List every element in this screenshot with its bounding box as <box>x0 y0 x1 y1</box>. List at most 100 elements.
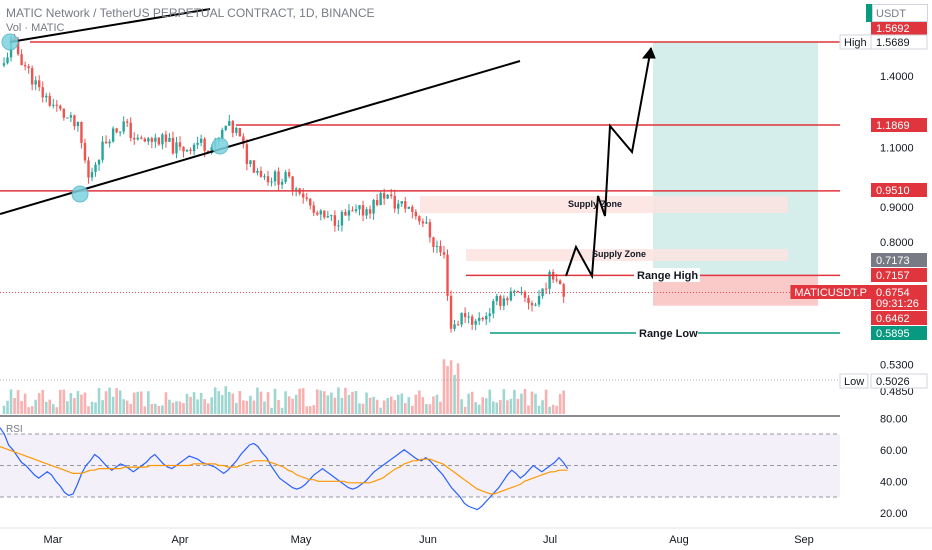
candle-body <box>27 66 30 69</box>
candle-body <box>41 87 44 98</box>
volume-bar <box>484 398 488 414</box>
volume-bar <box>375 399 379 414</box>
candle-body <box>161 134 164 145</box>
rsi-tick-label: 60.00 <box>880 445 908 457</box>
candle-body <box>97 159 101 165</box>
candle-body <box>337 225 340 227</box>
volume-bar <box>460 399 463 414</box>
supply-zone-label: Supply Zone <box>592 249 646 259</box>
volume-bar <box>333 397 337 414</box>
candle-body <box>73 115 76 127</box>
candle-body <box>442 252 446 255</box>
volume-bar <box>83 392 87 414</box>
volume-bar <box>249 395 252 414</box>
volume-bar <box>351 391 354 414</box>
candle-body <box>516 291 520 293</box>
volume-bar <box>323 391 326 414</box>
candle-body <box>435 245 439 247</box>
candle-body <box>492 301 495 314</box>
candle-body <box>45 95 48 98</box>
candle-body <box>245 144 249 165</box>
volume-bar <box>277 399 280 414</box>
currency-marker <box>866 4 872 22</box>
rsi-tick-label: 80.00 <box>880 413 908 425</box>
price-tag-label: MATICUSDT.P <box>794 287 867 299</box>
price-tag-bg <box>871 253 927 267</box>
volume-bar <box>463 406 467 414</box>
candle-body <box>80 121 83 143</box>
currency-button[interactable]: USDT <box>872 4 928 22</box>
price-tag-bg <box>871 326 927 340</box>
volume-bar <box>400 393 404 414</box>
price-axis: 1.4000 1.1000 0.9000 0.8000 0.5300 0.4850 80.0… <box>790 0 932 550</box>
volume-bar <box>168 399 171 414</box>
volume-bar <box>270 407 273 414</box>
candle-body <box>277 171 280 185</box>
volume-bar <box>217 391 221 414</box>
rsi-panel <box>0 427 840 511</box>
volume-bar <box>477 404 481 414</box>
supply-zone-label: Supply Zone <box>568 199 622 209</box>
price-tag-bg <box>871 285 927 299</box>
volume-bar <box>446 366 449 414</box>
volume-label: Vol · MATIC <box>6 22 65 34</box>
candle-body <box>404 201 407 209</box>
candle-body <box>192 144 196 152</box>
rsi-line <box>0 427 569 511</box>
candle-body <box>249 160 252 165</box>
candle-body <box>463 313 467 318</box>
candle-body <box>386 194 389 199</box>
candle-body <box>294 188 298 190</box>
volume-bar <box>284 391 287 414</box>
volume-bar <box>474 402 477 414</box>
volume-bar <box>196 399 199 414</box>
candle-body <box>52 104 55 106</box>
candle-body <box>122 121 125 132</box>
candle-body <box>305 197 308 199</box>
candle-body <box>55 104 58 106</box>
volume-bar <box>428 404 432 414</box>
candle-body <box>221 129 224 139</box>
candle-body <box>171 137 175 154</box>
volume-bar <box>470 391 474 414</box>
price-tag-bg <box>870 34 928 50</box>
volume-bar <box>354 390 358 414</box>
candle-body <box>562 284 565 297</box>
price-tick-label: 0.9000 <box>880 202 914 214</box>
price-tag: 0.5026 <box>876 376 910 388</box>
volume-bar <box>294 394 298 414</box>
volume-bar <box>210 397 213 414</box>
volume-bar <box>326 395 330 414</box>
volume-bar <box>506 400 509 414</box>
candle-body <box>203 138 206 151</box>
candle-body <box>196 142 199 145</box>
candle-body <box>418 216 421 222</box>
volume-bar <box>358 403 361 414</box>
candle-body <box>238 127 242 137</box>
volume-bar <box>449 360 453 414</box>
candle-body <box>319 210 322 215</box>
volume-bar <box>238 390 242 414</box>
volume-bar <box>66 401 69 414</box>
volume-bar <box>537 405 541 414</box>
candle-body <box>182 146 185 152</box>
candle-body <box>520 291 523 293</box>
volume-bar <box>407 397 411 414</box>
candle-body <box>115 128 118 133</box>
volume-bar <box>467 393 470 414</box>
price-tag: 0.7157 <box>876 270 910 282</box>
candle-body <box>481 317 484 320</box>
volume-bar <box>347 394 351 414</box>
volume-bar <box>534 393 537 414</box>
volume-bar <box>87 406 90 414</box>
volume-bar <box>90 401 94 414</box>
trendline-upper <box>9 8 211 43</box>
candle-body <box>199 138 203 143</box>
price-tag-bg <box>871 21 927 35</box>
candle-body <box>379 193 382 206</box>
volume-bar <box>94 402 97 414</box>
volume-bar <box>129 403 133 414</box>
price-tick-label: 1.4000 <box>880 71 914 83</box>
candle-body <box>150 138 154 142</box>
